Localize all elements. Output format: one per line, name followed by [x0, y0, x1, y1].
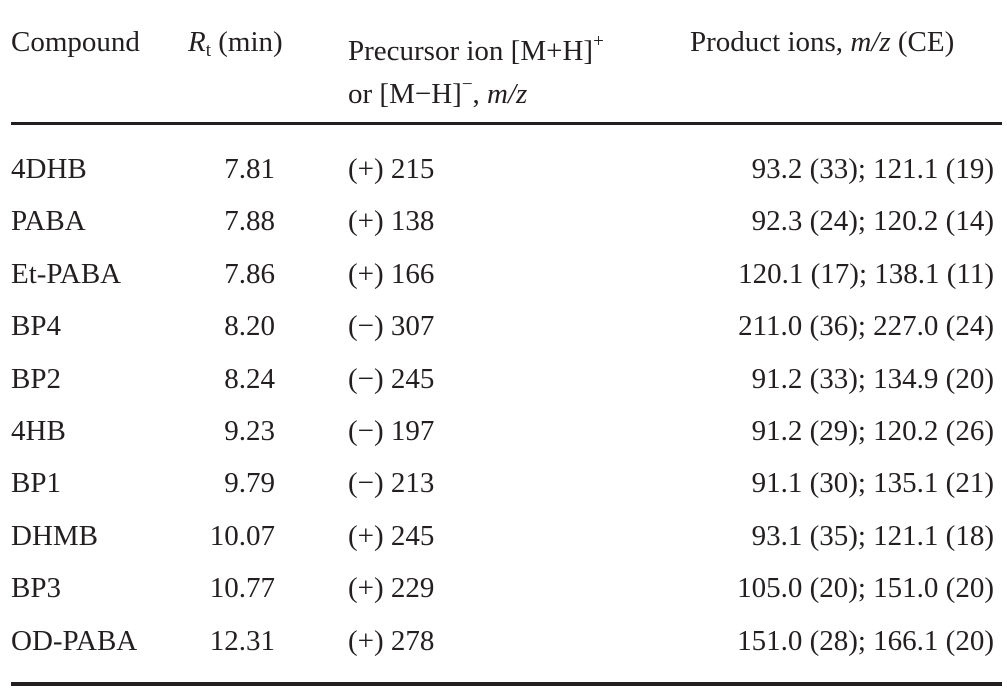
- header-product-ce: (CE): [890, 26, 955, 58]
- table-row: BP4 8.20 (−) 307 211.0 (36); 227.0 (24): [0, 300, 1007, 352]
- cell-product-ions: 211.0 (36); 227.0 (24): [738, 310, 994, 343]
- cell-retention-time: 9.79: [224, 467, 275, 500]
- cell-retention-time: 10.07: [209, 519, 275, 552]
- header-precursor-ion: Precursor ion [M+H]+ or [M−H]−, m/z: [348, 25, 604, 111]
- header-rt-subscript: t: [205, 40, 211, 61]
- cell-precursor-ion: (−) 197: [348, 415, 435, 447]
- header-precursor-comma: ,: [472, 78, 488, 110]
- header-compound: Compound: [11, 26, 140, 58]
- cell-compound: Et-PABA: [11, 257, 122, 290]
- cell-compound: BP1: [11, 467, 61, 500]
- cell-precursor-ion: (−) 245: [348, 362, 435, 395]
- cell-compound: PABA: [11, 205, 86, 238]
- cell-compound: 4DHB: [11, 153, 87, 185]
- cell-retention-time: 8.24: [224, 362, 275, 395]
- cell-precursor-ion: (+) 278: [348, 624, 435, 657]
- cell-product-ions: 93.1 (35); 121.1 (18): [751, 519, 994, 552]
- cell-product-ions: 92.3 (24); 120.2 (14): [751, 205, 994, 238]
- header-precursor-line1: Precursor ion [M+H]+: [348, 25, 604, 68]
- table-row: 4HB 9.23 (−) 197 91.2 (29); 120.2 (26): [0, 405, 1007, 457]
- cell-compound: BP2: [11, 362, 61, 395]
- header-precursor-text1: Precursor ion [M+H]: [348, 35, 594, 67]
- table-row: BP2 8.24 (−) 245 91.2 (33); 134.9 (20): [0, 353, 1007, 405]
- cell-compound: BP4: [11, 310, 61, 343]
- cell-product-ions: 93.2 (33); 121.1 (19): [751, 153, 994, 185]
- table-row: OD-PABA 12.31 (+) 278 151.0 (28); 166.1 (20…: [0, 615, 1007, 667]
- cell-precursor-ion: (+) 245: [348, 519, 435, 552]
- cell-compound: 4HB: [11, 415, 66, 447]
- cell-retention-time: 7.88: [224, 205, 275, 238]
- cell-product-ions: 120.1 (17); 138.1 (11): [738, 257, 994, 290]
- table-header: Compound Rt (min) Precursor ion [M+H]+ o…: [0, 0, 1007, 124]
- cell-precursor-ion: (+) 215: [348, 153, 435, 185]
- cell-product-ions: 105.0 (20); 151.0 (20): [737, 572, 994, 605]
- header-precursor-minus: −: [461, 74, 473, 95]
- header-product-ions: Product ions, m/z (CE): [690, 25, 954, 59]
- cell-retention-time: 10.77: [209, 572, 275, 605]
- cell-precursor-ion: (−) 307: [348, 310, 435, 343]
- cell-compound: DHMB: [11, 519, 99, 552]
- cell-precursor-ion: (+) 138: [348, 205, 435, 238]
- cell-precursor-ion: (+) 166: [348, 257, 435, 290]
- cell-product-ions: 91.2 (29); 120.2 (26): [751, 415, 994, 447]
- cell-product-ions: 151.0 (28); 166.1 (20): [737, 624, 994, 657]
- header-precursor-plus: +: [593, 31, 604, 52]
- cell-product-ions: 91.2 (33); 134.9 (20): [751, 362, 994, 395]
- cell-retention-time: 9.23: [224, 415, 275, 447]
- header-rt-symbol: R: [188, 26, 206, 58]
- header-product-label: Product ions,: [690, 26, 851, 58]
- bottom-divider: [11, 682, 1002, 686]
- header-precursor-line2: or [M−H]−, m/z: [348, 68, 604, 111]
- header-product-mz: m/z: [850, 26, 891, 58]
- table-row: BP3 10.77 (+) 229 105.0 (20); 151.0 (20): [0, 562, 1007, 614]
- cell-retention-time: 7.81: [224, 153, 275, 185]
- cell-product-ions: 91.1 (30); 135.1 (21): [751, 467, 994, 500]
- cell-precursor-ion: (+) 229: [348, 572, 435, 605]
- table-row: 4DHB 7.81 (+) 215 93.2 (33); 121.1 (19): [0, 143, 1007, 195]
- table-row: DHMB 10.07 (+) 245 93.1 (35); 121.1 (18): [0, 510, 1007, 562]
- header-precursor-text2: or [M−H]: [348, 78, 462, 110]
- cell-precursor-ion: (−) 213: [348, 467, 435, 500]
- header-rt-unit: (min): [211, 26, 283, 58]
- table-row: BP1 9.79 (−) 213 91.1 (30); 135.1 (21): [0, 457, 1007, 509]
- header-precursor-mz: m/z: [487, 78, 528, 110]
- cell-retention-time: 12.31: [209, 624, 275, 657]
- cell-retention-time: 7.86: [224, 257, 275, 290]
- table-row: Et-PABA 7.86 (+) 166 120.1 (17); 138.1 (11): [0, 248, 1007, 300]
- header-retention-time: Rt (min): [188, 25, 283, 68]
- cell-compound: BP3: [11, 572, 61, 605]
- table-row: PABA 7.88 (+) 138 92.3 (24); 120.2 (14): [0, 195, 1007, 247]
- header-divider: [11, 122, 1002, 125]
- cell-retention-time: 8.20: [224, 310, 275, 343]
- cell-compound: OD-PABA: [11, 624, 138, 657]
